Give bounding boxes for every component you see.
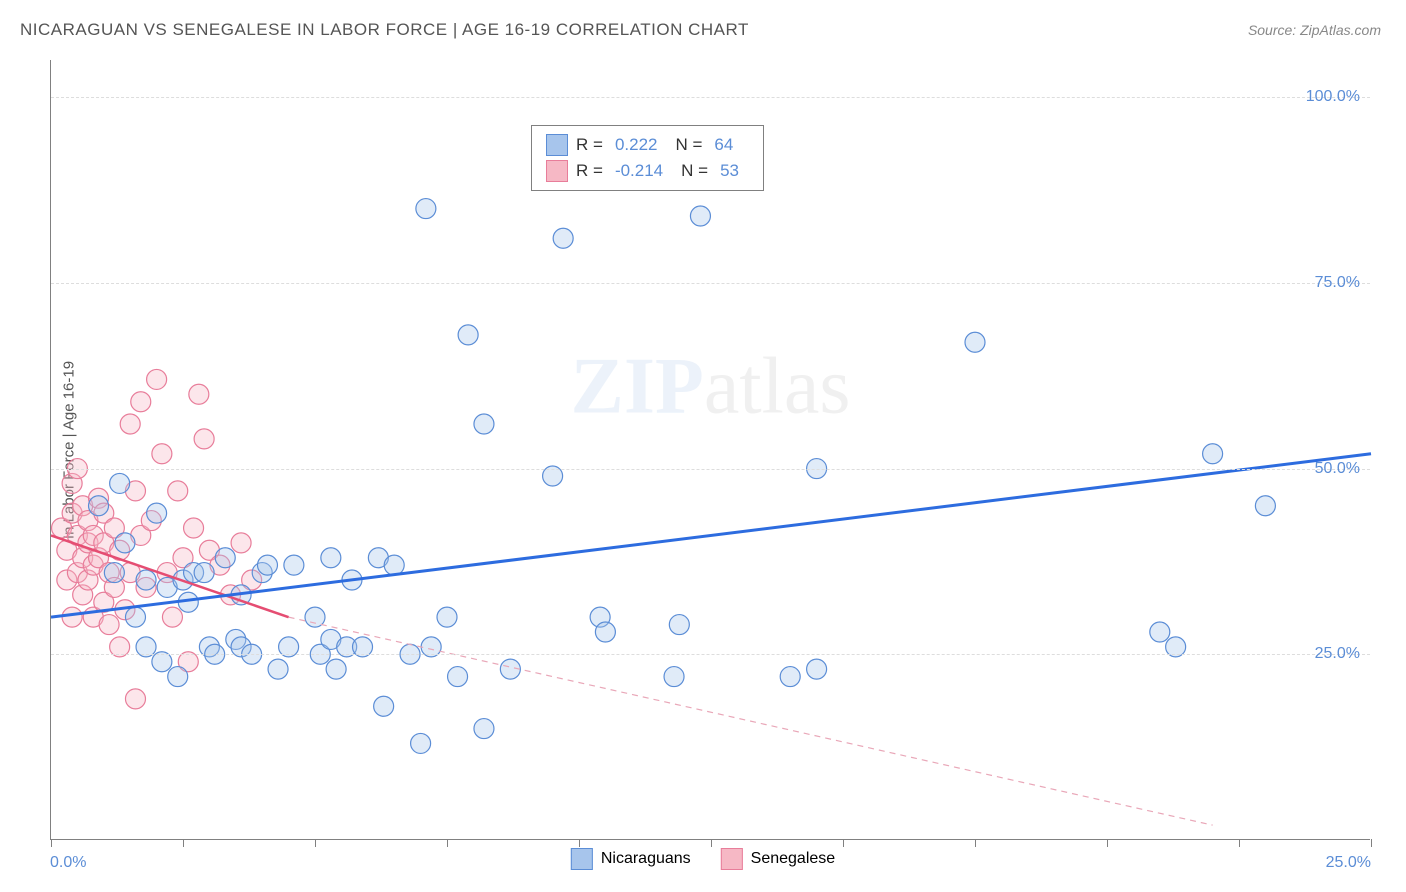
scatter-point (152, 444, 172, 464)
series-legend-label: Senegalese (751, 850, 836, 868)
n-label: N = (681, 161, 708, 181)
scatter-point (194, 563, 214, 583)
scatter-point (89, 496, 109, 516)
scatter-point (1255, 496, 1275, 516)
scatter-point (411, 733, 431, 753)
x-label-min: 0.0% (50, 854, 86, 872)
scatter-point (437, 607, 457, 627)
r-value: -0.214 (615, 161, 663, 181)
y-tick-label: 25.0% (1315, 645, 1360, 663)
source-attribution: Source: ZipAtlas.com (1248, 22, 1381, 38)
scatter-point (62, 607, 82, 627)
scatter-point (99, 615, 119, 635)
r-label: R = (576, 135, 603, 155)
chart-title: NICARAGUAN VS SENEGALESE IN LABOR FORCE … (20, 20, 749, 40)
scatter-point (189, 384, 209, 404)
gridline-h (51, 283, 1370, 284)
x-tick (579, 839, 580, 847)
scatter-point (1203, 444, 1223, 464)
x-tick (843, 839, 844, 847)
gridline-h (51, 654, 1370, 655)
x-tick (51, 839, 52, 847)
stats-legend: R = 0.222 N = 64 R = -0.214 N = 53 (531, 125, 764, 191)
legend-swatch (571, 848, 593, 870)
scatter-point (458, 325, 478, 345)
scatter-point (125, 689, 145, 709)
scatter-point (374, 696, 394, 716)
chart-container: NICARAGUAN VS SENEGALESE IN LABOR FORCE … (0, 0, 1406, 892)
series-legend: Nicaraguans Senegalese (571, 848, 835, 870)
gridline-h (51, 97, 1370, 98)
scatter-point (147, 503, 167, 523)
x-tick (1371, 839, 1372, 847)
n-label: N = (675, 135, 702, 155)
scatter-point (284, 555, 304, 575)
scatter-point (1150, 622, 1170, 642)
scatter-point (780, 667, 800, 687)
n-value: 64 (714, 135, 733, 155)
n-value: 53 (720, 161, 739, 181)
y-tick-label: 75.0% (1315, 274, 1360, 292)
scatter-point (690, 206, 710, 226)
scatter-point (110, 473, 130, 493)
r-value: 0.222 (615, 135, 658, 155)
scatter-point (595, 622, 615, 642)
scatter-point (553, 228, 573, 248)
r-label: R = (576, 161, 603, 181)
scatter-point (231, 533, 251, 553)
gridline-h (51, 469, 1370, 470)
series-legend-label: Nicaraguans (601, 850, 691, 868)
x-tick (315, 839, 316, 847)
x-label-max: 25.0% (1326, 854, 1371, 872)
series-legend-item: Nicaraguans (571, 848, 691, 870)
legend-swatch (546, 160, 568, 182)
series-legend-item: Senegalese (721, 848, 836, 870)
x-tick (1107, 839, 1108, 847)
scatter-point (416, 199, 436, 219)
scatter-point (168, 667, 188, 687)
scatter-point (184, 518, 204, 538)
trend-line (289, 617, 1213, 825)
scatter-point (448, 667, 468, 687)
scatter-point (168, 481, 188, 501)
scatter-point (162, 607, 182, 627)
x-tick (183, 839, 184, 847)
x-tick (975, 839, 976, 847)
scatter-point (664, 667, 684, 687)
scatter-point (474, 414, 494, 434)
scatter-point (147, 369, 167, 389)
scatter-point (104, 563, 124, 583)
y-tick-label: 100.0% (1306, 88, 1360, 106)
scatter-point (125, 607, 145, 627)
scatter-point (120, 414, 140, 434)
scatter-point (257, 555, 277, 575)
x-tick (1239, 839, 1240, 847)
scatter-point (131, 392, 151, 412)
scatter-point (807, 659, 827, 679)
legend-swatch (546, 134, 568, 156)
x-tick (447, 839, 448, 847)
scatter-point (384, 555, 404, 575)
scatter-point (321, 548, 341, 568)
plot-area: In Labor Force | Age 16-19 ZIPatlas R =0… (50, 60, 1370, 840)
trend-line (51, 454, 1371, 617)
scatter-point (115, 533, 135, 553)
stats-legend-row: R = 0.222 N = 64 (546, 132, 749, 158)
scatter-point (194, 429, 214, 449)
scatter-point (965, 332, 985, 352)
legend-swatch (721, 848, 743, 870)
x-tick (711, 839, 712, 847)
scatter-point (474, 719, 494, 739)
scatter-point (268, 659, 288, 679)
scatter-point (215, 548, 235, 568)
y-tick-label: 50.0% (1315, 460, 1360, 478)
scatter-point (136, 570, 156, 590)
stats-legend-row: R = -0.214 N = 53 (546, 158, 749, 184)
scatter-point (326, 659, 346, 679)
scatter-point (669, 615, 689, 635)
